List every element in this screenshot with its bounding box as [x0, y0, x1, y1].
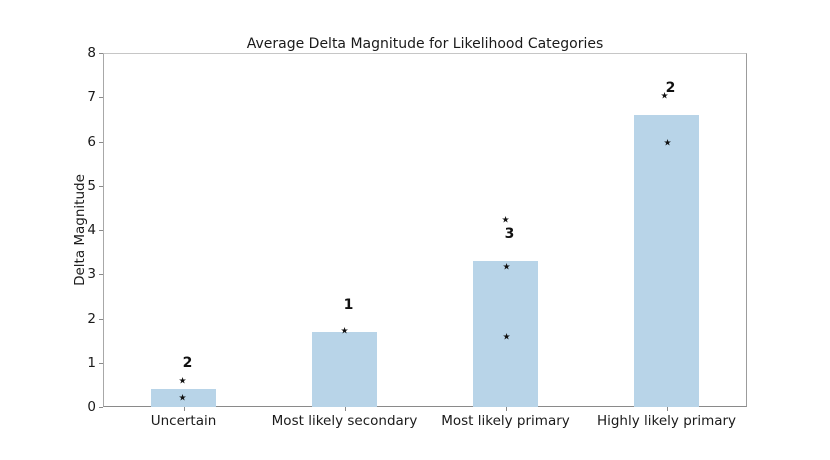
data-point-star-icon: ★	[178, 376, 187, 387]
y-tick-label: 3	[87, 266, 96, 283]
x-tick-mark	[505, 407, 507, 411]
y-tick-mark	[99, 97, 103, 99]
bar-count-label: 1	[343, 297, 354, 314]
x-tick-label: Highly likely primary	[596, 413, 737, 429]
bar	[473, 260, 538, 407]
y-tick-label: 1	[87, 354, 96, 371]
y-tick-mark	[99, 318, 103, 320]
bar-count-label: 2	[182, 354, 193, 371]
x-tick-mark	[183, 407, 185, 411]
bar-count-label: 3	[504, 226, 515, 243]
y-tick-label: 6	[87, 133, 96, 150]
x-tick-mark	[344, 407, 346, 411]
y-tick-label: 2	[87, 310, 96, 327]
y-tick-label: 7	[87, 89, 96, 106]
y-tick-label: 8	[87, 45, 96, 61]
y-tick-mark	[99, 185, 103, 187]
y-tick-mark	[99, 274, 103, 276]
x-tick-label: Most likely primary	[441, 413, 570, 429]
bar	[151, 389, 216, 407]
y-tick-mark	[99, 53, 103, 54]
bar-count-label: 2	[665, 80, 676, 97]
x-tick-mark	[666, 407, 668, 411]
data-point-star-icon: ★	[502, 262, 511, 273]
y-tick-mark	[99, 362, 103, 364]
x-tick-label: Most likely secondary	[271, 413, 418, 429]
data-point-star-icon: ★	[178, 393, 187, 404]
y-tick-mark	[99, 141, 103, 143]
data-point-star-icon: ★	[663, 138, 672, 149]
y-tick-label: 0	[87, 399, 96, 415]
y-tick-label: 5	[87, 177, 96, 194]
y-tick-mark	[99, 230, 103, 231]
data-point-star-icon: ★	[502, 332, 511, 343]
bar	[634, 114, 699, 407]
bar	[312, 331, 377, 407]
data-point-star-icon: ★	[340, 326, 349, 337]
y-tick-mark	[99, 407, 103, 408]
y-tick-label: 4	[87, 222, 96, 238]
x-tick-label: Uncertain	[150, 413, 217, 429]
chart-title: Average Delta Magnitude for Likelihood C…	[246, 36, 604, 52]
data-point-star-icon: ★	[501, 215, 510, 226]
data-point-star-icon: ★	[660, 91, 669, 102]
